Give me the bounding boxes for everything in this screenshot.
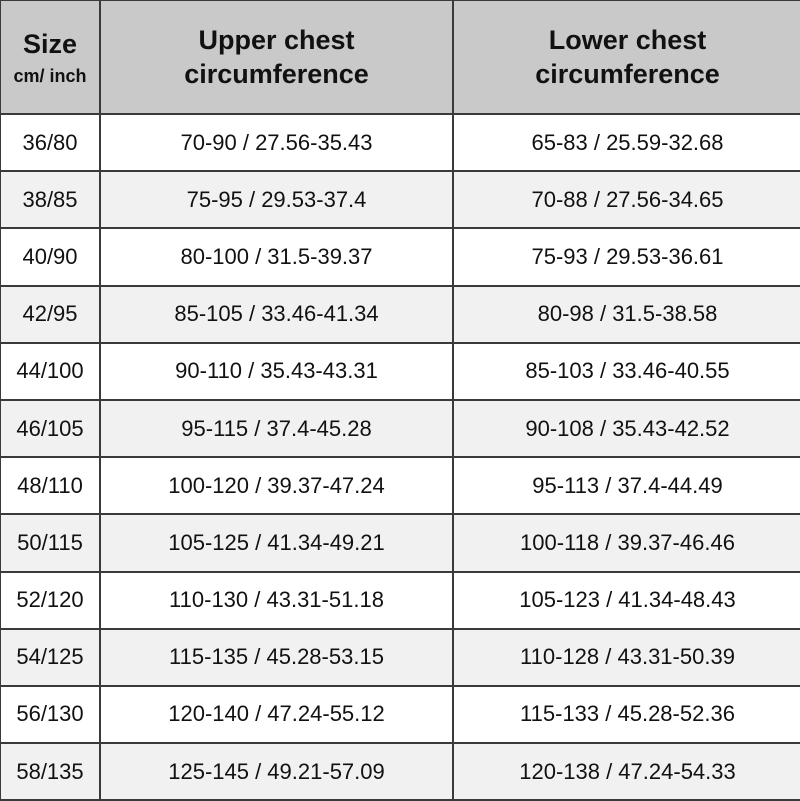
upper-chest-cell: 95-115 / 37.4-45.28 <box>99 398 454 459</box>
upper-chest-cell: 70-90 / 27.56-35.43 <box>99 112 454 173</box>
upper-chest-cell: 110-130 / 43.31-51.18 <box>99 570 454 630</box>
table-row: 44/100 90-110 / 35.43-43.31 85-103 / 33.46… <box>0 341 800 401</box>
lower-chest-cell: 75-93 / 29.53-36.61 <box>452 227 800 287</box>
lower-chest-cell: 70-88 / 27.56-34.65 <box>452 170 800 230</box>
upper-chest-cell: 100-120 / 39.37-47.24 <box>99 456 454 516</box>
upper-chest-cell: 80-100 / 31.5-39.37 <box>99 227 454 287</box>
size-label: Size <box>22 29 78 59</box>
lower-chest-cell: 105-123 / 41.34-48.43 <box>452 570 800 630</box>
upper-chest-cell: 120-140 / 47.24-55.12 <box>99 684 454 745</box>
lower-chest-cell: 95-113 / 37.4-44.49 <box>452 456 800 516</box>
table-row: 58/135 125-145 / 49.21-57.09 120-138 / 47.… <box>0 742 800 801</box>
size-cell: 52/120 <box>0 570 101 630</box>
size-cell: 40/90 <box>0 227 101 287</box>
size-cell: 38/85 <box>0 170 101 230</box>
table-row: 52/120 110-130 / 43.31-51.18 105-123 / 41.… <box>0 570 800 630</box>
size-unit-label: cm/ inch <box>13 66 87 86</box>
lower-chest-cell: 115-133 / 45.28-52.36 <box>452 684 800 745</box>
size-cell: 56/130 <box>0 684 101 745</box>
header-row: Size cm/ inch Upper chest circumference L… <box>0 0 800 115</box>
lower-chest-cell: 85-103 / 33.46-40.55 <box>452 341 800 401</box>
size-cell: 44/100 <box>0 341 101 401</box>
lower-chest-cell: 110-128 / 43.31-50.39 <box>452 627 800 687</box>
table-row: 50/115 105-125 / 41.34-49.21 100-118 / 39.… <box>0 513 800 573</box>
table-row: 54/125 115-135 / 45.28-53.15 110-128 / 43.… <box>0 627 800 687</box>
header-upper-chest: Upper chest circumference <box>99 0 454 115</box>
size-cell: 48/110 <box>0 456 101 516</box>
upper-chest-cell: 115-135 / 45.28-53.15 <box>99 627 454 687</box>
upper-chest-cell: 125-145 / 49.21-57.09 <box>99 742 454 801</box>
size-cell: 58/135 <box>0 742 101 801</box>
upper-chest-cell: 105-125 / 41.34-49.21 <box>99 513 454 573</box>
table-row: 38/85 75-95 / 29.53-37.4 70-88 / 27.56-34.… <box>0 170 800 230</box>
table-row: 48/110 100-120 / 39.37-47.24 95-113 / 37.4… <box>0 456 800 516</box>
size-cell: 42/95 <box>0 284 101 344</box>
table-row: 40/90 80-100 / 31.5-39.37 75-93 / 29.53-36… <box>0 227 800 287</box>
table-row: 46/105 95-115 / 37.4-45.28 90-108 / 35.43-… <box>0 398 800 459</box>
lower-chest-cell: 120-138 / 47.24-54.33 <box>452 742 800 801</box>
size-cell: 50/115 <box>0 513 101 573</box>
lower-chest-cell: 65-83 / 25.59-32.68 <box>452 112 800 173</box>
table-row: 36/80 70-90 / 27.56-35.43 65-83 / 25.59-32… <box>0 112 800 173</box>
header-lower-chest: Lower chest circumference <box>452 0 800 115</box>
table-row: 56/130 120-140 / 47.24-55.12 115-133 / 45.… <box>0 684 800 745</box>
lower-chest-cell: 90-108 / 35.43-42.52 <box>452 398 800 459</box>
upper-chest-cell: 85-105 / 33.46-41.34 <box>99 284 454 344</box>
header-size: Size cm/ inch <box>0 0 101 115</box>
lower-chest-cell: 80-98 / 31.5-38.58 <box>452 284 800 344</box>
lower-chest-cell: 100-118 / 39.37-46.46 <box>452 513 800 573</box>
size-cell: 36/80 <box>0 112 101 173</box>
table-row: 42/95 85-105 / 33.46-41.34 80-98 / 31.5-38… <box>0 284 800 344</box>
upper-chest-cell: 75-95 / 29.53-37.4 <box>99 170 454 230</box>
size-cell: 46/105 <box>0 398 101 459</box>
upper-chest-cell: 90-110 / 35.43-43.31 <box>99 341 454 401</box>
size-cell: 54/125 <box>0 627 101 687</box>
